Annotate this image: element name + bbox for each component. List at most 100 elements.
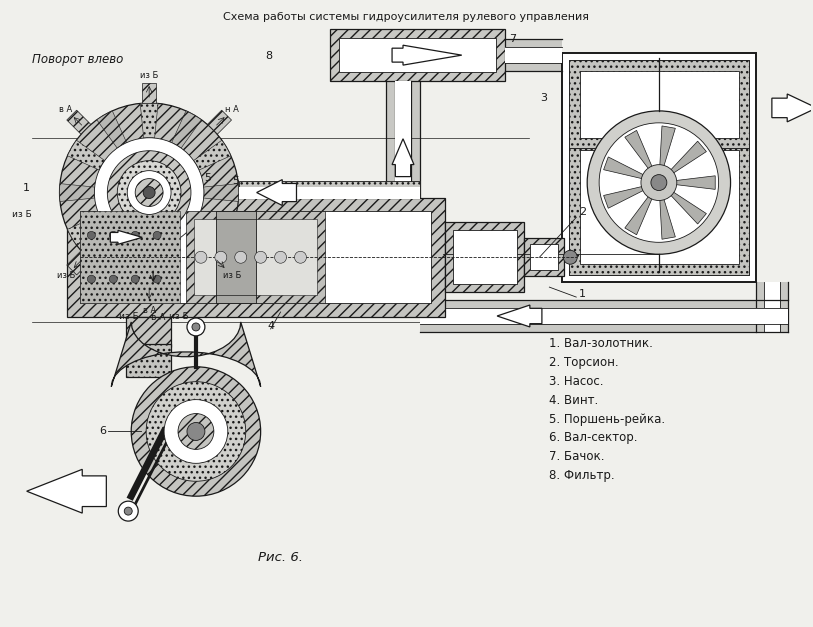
Circle shape — [124, 507, 133, 515]
Text: Схема работы системы гидроусилителя рулевого управления: Схема работы системы гидроусилителя руле… — [223, 13, 589, 23]
Circle shape — [651, 174, 667, 191]
Text: 8: 8 — [266, 51, 272, 61]
Polygon shape — [97, 111, 127, 148]
Text: из Б: из Б — [161, 268, 180, 277]
Text: 1: 1 — [579, 289, 586, 299]
Polygon shape — [111, 230, 142, 245]
Bar — [339, 38, 496, 72]
Bar — [239, 181, 420, 204]
Bar — [569, 148, 750, 275]
Bar — [530, 245, 559, 270]
Circle shape — [164, 399, 228, 463]
Text: 7: 7 — [510, 34, 517, 45]
Circle shape — [107, 150, 191, 234]
Text: 3: 3 — [541, 93, 547, 103]
Text: Поворот влево: Поворот влево — [32, 53, 123, 66]
Text: из Б: из Б — [12, 210, 32, 219]
Text: из Б: из Б — [223, 271, 241, 280]
Polygon shape — [67, 215, 105, 245]
Circle shape — [599, 123, 719, 242]
Polygon shape — [27, 469, 107, 513]
Bar — [420, 308, 789, 324]
Circle shape — [94, 138, 204, 247]
Circle shape — [275, 251, 286, 263]
Bar — [186, 211, 325, 303]
Polygon shape — [603, 157, 646, 179]
Circle shape — [294, 251, 307, 263]
Circle shape — [192, 323, 200, 331]
Circle shape — [135, 179, 163, 206]
Circle shape — [109, 275, 117, 283]
Polygon shape — [172, 111, 202, 148]
Bar — [395, 81, 411, 238]
Bar — [524, 238, 564, 276]
Polygon shape — [67, 251, 91, 275]
Polygon shape — [67, 110, 91, 134]
Text: 4. Винт.: 4. Винт. — [550, 394, 598, 407]
Text: 2: 2 — [579, 208, 586, 218]
Text: 7. Бачок.: 7. Бачок. — [550, 450, 605, 463]
Bar — [569, 60, 750, 275]
Polygon shape — [772, 94, 813, 122]
Circle shape — [587, 111, 731, 255]
Text: 3. Насос.: 3. Насос. — [550, 375, 604, 387]
Text: 5: 5 — [233, 176, 239, 186]
Circle shape — [563, 250, 577, 264]
Circle shape — [195, 251, 207, 263]
Polygon shape — [111, 322, 261, 387]
Polygon shape — [257, 179, 297, 206]
Bar — [67, 198, 445, 317]
Bar — [505, 47, 563, 63]
Bar — [453, 230, 516, 284]
Text: 1: 1 — [23, 182, 30, 192]
Circle shape — [131, 275, 139, 283]
Bar — [505, 40, 563, 71]
Circle shape — [641, 165, 676, 201]
Polygon shape — [207, 251, 232, 275]
Text: в А: в А — [142, 305, 156, 315]
Text: в А: в А — [59, 105, 72, 114]
Polygon shape — [674, 176, 715, 189]
Circle shape — [143, 187, 155, 199]
Polygon shape — [603, 186, 646, 208]
Bar — [580, 71, 738, 138]
Circle shape — [128, 171, 171, 214]
Text: Рис. 6.: Рис. 6. — [258, 551, 303, 564]
Circle shape — [117, 161, 181, 224]
Text: 8. Фильтр.: 8. Фильтр. — [550, 469, 615, 482]
Bar — [580, 150, 738, 264]
Bar — [569, 60, 750, 148]
Bar — [386, 81, 420, 238]
Text: 4: 4 — [267, 321, 274, 331]
Polygon shape — [669, 141, 706, 174]
Text: н А: н А — [225, 105, 239, 114]
Circle shape — [131, 367, 261, 496]
Polygon shape — [140, 247, 158, 282]
Text: 1. Вал-золотник.: 1. Вал-золотник. — [550, 337, 653, 350]
Text: 6: 6 — [99, 426, 107, 436]
Polygon shape — [59, 184, 94, 201]
Polygon shape — [669, 191, 706, 224]
Polygon shape — [659, 197, 676, 240]
Polygon shape — [172, 237, 202, 274]
Circle shape — [187, 423, 205, 440]
Bar — [330, 29, 505, 81]
Bar — [420, 300, 789, 332]
Bar — [80, 211, 180, 303]
Circle shape — [153, 231, 161, 240]
Bar — [80, 211, 431, 303]
Bar — [239, 187, 420, 199]
Polygon shape — [207, 110, 232, 134]
Circle shape — [131, 231, 139, 240]
Bar — [215, 211, 255, 303]
Polygon shape — [392, 139, 414, 177]
Polygon shape — [193, 215, 231, 245]
Polygon shape — [625, 194, 653, 234]
Circle shape — [88, 231, 95, 240]
Circle shape — [153, 275, 161, 283]
Circle shape — [187, 318, 205, 336]
Circle shape — [146, 382, 246, 482]
Circle shape — [215, 251, 227, 263]
Circle shape — [59, 103, 239, 282]
Bar — [445, 223, 524, 292]
